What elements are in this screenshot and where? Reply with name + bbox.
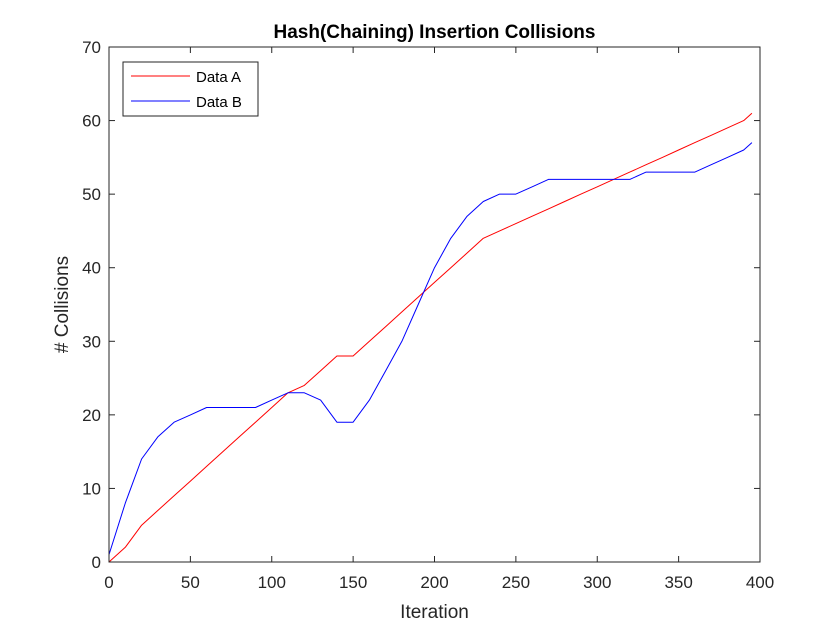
x-tick-label: 350 [664,573,692,592]
x-tick-label: 300 [583,573,611,592]
x-axis-label: Iteration [400,602,469,623]
legend-label-data-b: Data B [196,94,242,111]
x-tick-label: 400 [746,573,774,592]
y-tick-label: 50 [82,185,101,204]
x-tick-label: 0 [104,573,113,592]
x-tick-label: 200 [420,573,448,592]
series-layer [108,112,753,563]
legend: Data A Data B [122,61,259,117]
x-tick-label: 250 [502,573,530,592]
plot-area [109,47,760,562]
x-tick-label: 150 [339,573,367,592]
chart-title: Hash(Chaining) Insertion Collisions [274,22,596,43]
legend-box [122,61,259,117]
y-tick-label: 40 [82,259,101,278]
legend-label-data-a: Data A [196,69,241,86]
x-tick-label: 50 [181,573,200,592]
y-axis: 0 10 20 30 40 50 60 70 [82,38,760,572]
y-tick-label: 60 [82,112,101,131]
y-tick-label: 30 [82,332,101,351]
series-line-data-a [108,112,753,563]
y-tick-label: 10 [82,479,101,498]
y-tick-label: 70 [82,38,101,57]
y-tick-label: 0 [92,553,101,572]
x-axis: 0 50 100 150 200 250 300 350 400 [104,47,774,592]
x-tick-label: 100 [258,573,286,592]
y-axis-label: # Collisions [52,256,73,353]
series-line-data-b [108,142,753,555]
y-tick-label: 20 [82,406,101,425]
